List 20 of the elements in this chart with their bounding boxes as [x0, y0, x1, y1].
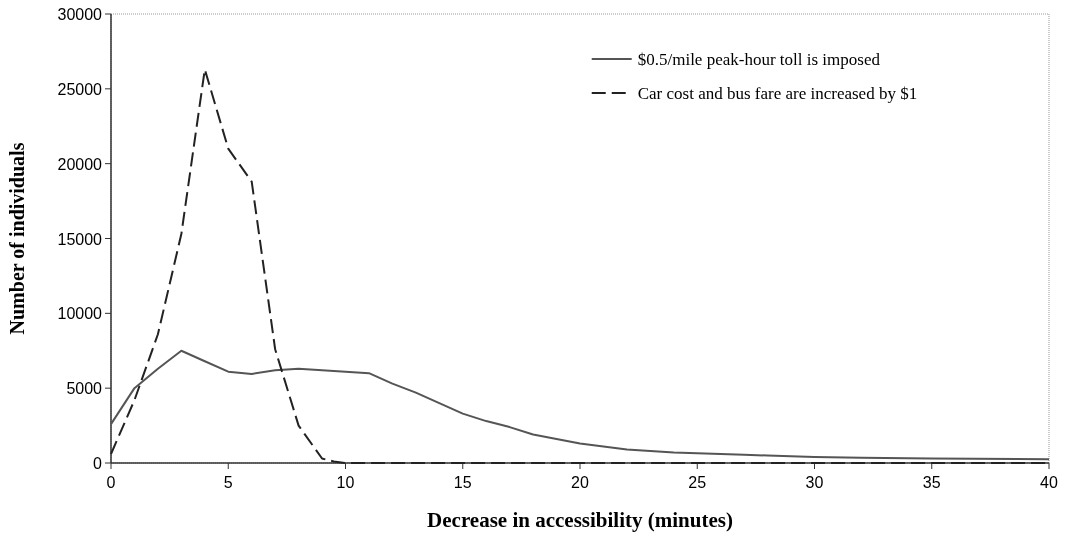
x-tick-label: 5 [223, 474, 233, 491]
x-tick-label: 30 [805, 474, 824, 491]
x-tick-label: 10 [336, 474, 355, 491]
y-tick-label: 15000 [57, 230, 103, 248]
x-tick-label: 0 [106, 474, 116, 491]
y-tick-label: 20000 [57, 155, 103, 173]
y-tick-label: 5000 [66, 380, 103, 398]
x-tick-label: 40 [1040, 474, 1058, 491]
x-tick-label: 15 [453, 474, 472, 491]
x-axis-title: Decrease in accessibility (minutes) [427, 508, 733, 532]
x-tick-label: 35 [922, 474, 941, 491]
legend-label: Car cost and bus fare are increased by $1 [637, 83, 918, 103]
y-tick-label: 10000 [57, 305, 103, 323]
x-tick-label: 20 [571, 474, 589, 491]
y-tick-label: 0 [93, 455, 103, 472]
y-tick-label: 30000 [57, 6, 103, 23]
y-tick-label: 25000 [57, 80, 103, 98]
x-tick-label: 25 [688, 474, 707, 491]
y-axis-title: Number of individuals [6, 142, 28, 335]
legend-label: $0.5/mile peak-hour toll is imposed [637, 49, 881, 69]
